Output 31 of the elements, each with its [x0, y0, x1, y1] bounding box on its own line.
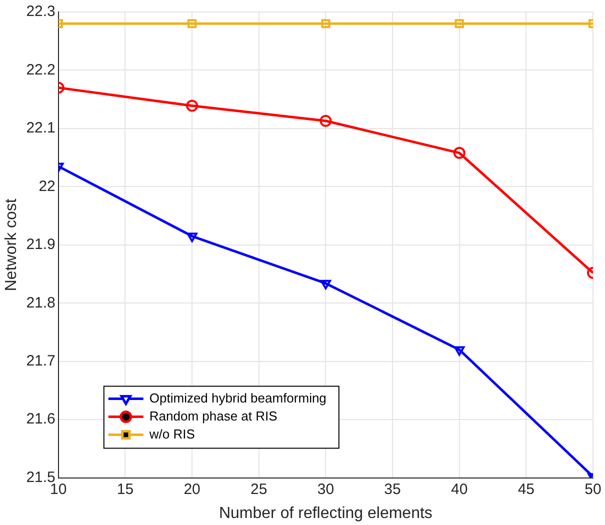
point: [320, 280, 332, 290]
x-tick-label: 35: [384, 480, 401, 498]
x-tick-label: 50: [584, 480, 602, 498]
point: [320, 114, 332, 127]
legend-label: w/o RIS: [148, 426, 196, 442]
y-tick-label: 22.3: [26, 3, 56, 20]
y-tick-label: 22.1: [26, 120, 56, 137]
y-tick-label: 22.2: [26, 61, 56, 78]
legend-label: Random phase at RIS: [149, 408, 278, 424]
point: [186, 232, 198, 242]
point: [454, 346, 465, 356]
x-tick-label: 25: [250, 480, 268, 498]
point: [454, 19, 464, 28]
point: [186, 100, 198, 112]
x-axis-title: Number of reflecting elements: [218, 504, 432, 522]
x-tick-label: 30: [317, 480, 334, 498]
x-tick-label: 10: [50, 480, 67, 498]
point: [188, 19, 197, 28]
y-axis-title: Network cost: [3, 198, 20, 292]
y-tick-label: 21.6: [26, 410, 56, 428]
y-tick-label: 21.8: [26, 294, 56, 312]
x-tick-label: 45: [518, 480, 535, 498]
point: [453, 146, 466, 159]
x-tick-label: 20: [184, 480, 200, 498]
legend-label: Optimized hybrid beamforming: [149, 390, 326, 406]
point: [321, 19, 330, 28]
x-tick-label: 15: [116, 480, 134, 498]
y-tick-label: 21.7: [26, 352, 56, 370]
x-tick-label: 40: [451, 480, 468, 498]
y-tick-label: 22: [38, 178, 56, 195]
y-tick-label: 21.9: [26, 236, 56, 254]
